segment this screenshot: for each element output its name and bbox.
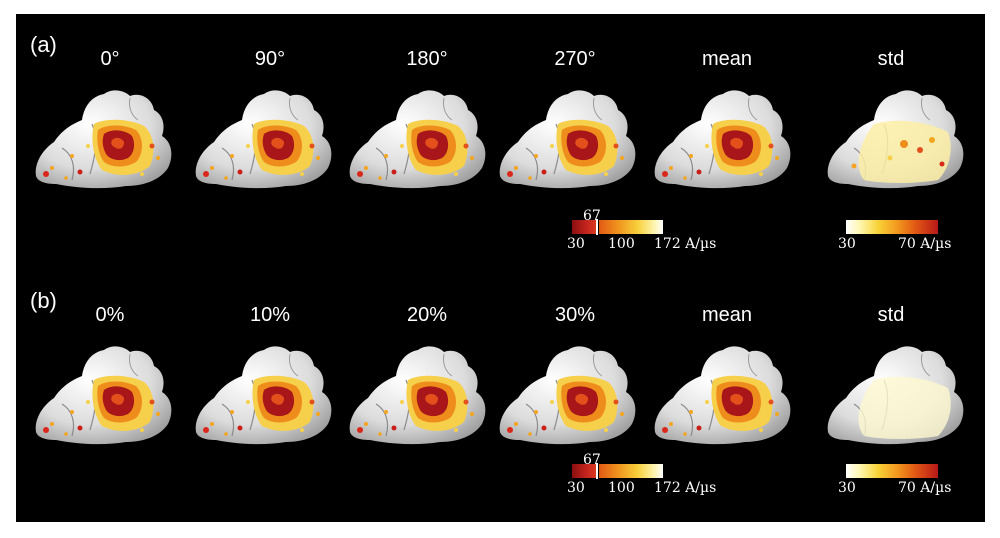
colorbar-a-main-split-tick (596, 219, 598, 235)
colorbar-a-std-low-label: 30 (838, 236, 856, 252)
colorbar-a-main-high-label: 172 A/µs (654, 236, 717, 252)
col-title-b-3: 30% (554, 304, 596, 326)
col-title-a-3: 270° (554, 48, 596, 70)
brain-render-a-1 (192, 84, 342, 194)
brain-render-b-2 (346, 340, 496, 450)
brain-render-a-3 (496, 84, 646, 194)
brain-render-a-2 (346, 84, 496, 194)
brain-render-a-4 (651, 84, 801, 194)
col-title-b-0: 0% (95, 304, 125, 326)
brain-render-b-5 (824, 340, 974, 450)
row-label-b: (b) (30, 288, 57, 313)
colorbar-b-std (846, 464, 938, 478)
brain-render-b-3 (496, 340, 646, 450)
colorbar-a-main-red (572, 220, 596, 234)
brain-render-a-0 (32, 84, 182, 194)
col-title-a-2: 180° (406, 48, 448, 70)
brain-render-b-1 (192, 340, 342, 450)
colorbar-b-main-high-label: 172 A/µs (654, 480, 717, 496)
colorbar-a-main-mid-label: 100 (608, 236, 635, 252)
colorbar-b-main-split-tick (596, 463, 598, 479)
colorbar-b-main-red (572, 464, 596, 478)
colorbar-b-std-high-label: 70 A/µs (898, 480, 952, 496)
row-label-a: (a) (30, 32, 57, 57)
figure-panel: (a) 0° 90° 180° 270° mean std 67 30 100 … (16, 14, 985, 522)
col-title-a-1: 90° (254, 48, 286, 70)
colorbar-a-main-low-label: 30 (567, 236, 585, 252)
colorbar-b-main-low-label: 30 (567, 480, 585, 496)
colorbar-b-main-yellow (599, 464, 663, 478)
colorbar-a-std (846, 220, 938, 234)
brain-render-a-5 (824, 84, 974, 194)
col-title-b-2: 20% (406, 304, 448, 326)
brain-render-b-4 (651, 340, 801, 450)
brain-render-b-0 (32, 340, 182, 450)
col-title-a-4: mean (701, 48, 753, 70)
col-title-b-4: mean (701, 304, 753, 326)
colorbar-b-main-mid-label: 100 (608, 480, 635, 496)
colorbar-a-std-high-label: 70 A/µs (898, 236, 952, 252)
col-title-b-1: 10% (249, 304, 291, 326)
col-title-a-0: 0° (100, 48, 120, 70)
colorbar-a-main-yellow (599, 220, 663, 234)
col-title-b-5: std (877, 304, 905, 326)
colorbar-b-std-low-label: 30 (838, 480, 856, 496)
col-title-a-5: std (877, 48, 905, 70)
